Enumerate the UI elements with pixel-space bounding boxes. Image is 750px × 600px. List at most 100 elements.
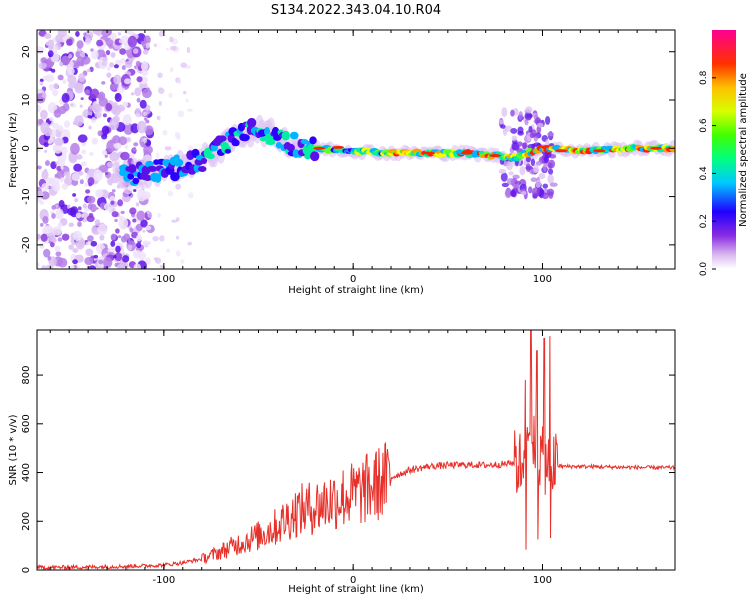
heatmap-noise-blob <box>91 49 99 60</box>
heatmap-noise-blob <box>74 62 80 69</box>
heatmap-noise-blob <box>110 233 117 241</box>
heatmap-noise-blob <box>142 240 150 247</box>
heatmap-noise-blob <box>114 218 118 223</box>
heatmap-noise-blob <box>97 130 103 137</box>
heatmap-noise-blob <box>52 226 62 236</box>
snr-series-line <box>37 330 675 570</box>
heatmap-peak-blob <box>489 154 502 158</box>
heatmap-disturbance-blob <box>535 179 542 188</box>
heatmap-noise-blob <box>109 117 119 131</box>
heatmap-noise-blob <box>123 78 132 85</box>
heatmap-noise-blob <box>56 165 62 172</box>
heatmap-noise-blob <box>41 183 49 191</box>
heatmap-noise-blob <box>162 129 168 136</box>
snr-ylabel: SNR (10 * v/v) <box>8 414 19 485</box>
heatmap-ridge-blob <box>128 164 137 174</box>
heatmap-noise-blob <box>52 89 59 97</box>
snr-xtick-label: 100 <box>533 575 552 586</box>
heatmap-noise-blob <box>79 51 86 58</box>
heatmap-disturbance-blob <box>511 135 518 141</box>
heatmap-noise-blob <box>132 250 142 259</box>
heatmap-noise-blob <box>118 136 128 146</box>
heatmap-noise-blob <box>127 35 138 48</box>
heatmap-noise-blob <box>169 67 174 73</box>
heatmap-ridge-blob <box>309 136 317 145</box>
heatmap-noise-blob <box>72 259 78 265</box>
heatmap-disturbance-blob <box>508 171 514 176</box>
heatmap-noise-blob <box>61 92 70 103</box>
heatmap-noise-blob <box>129 207 137 215</box>
heatmap-noise-blob <box>45 160 50 167</box>
heatmap-disturbance-blob <box>541 192 549 200</box>
heatmap-noise-blob <box>176 134 181 141</box>
heatmap-noise-blob <box>49 234 56 242</box>
heatmap-noise-blob <box>153 257 158 261</box>
heatmap-disturbance-blob <box>536 122 544 128</box>
heatmap-noise-blob <box>130 92 135 96</box>
heatmap-noise-blob <box>136 76 143 83</box>
heatmap-noise-blob <box>52 182 61 192</box>
heatmap-ridge-blob <box>132 177 140 185</box>
heatmap-noise-blob <box>110 83 118 91</box>
heatmap-noise-blob <box>70 142 80 155</box>
heatmap-noise-blob <box>186 108 193 112</box>
colorbar-tick-label: 0.0 <box>699 262 709 277</box>
colorbar-tick-label: 0.4 <box>699 166 709 181</box>
heatmap-noise-blob <box>59 177 64 183</box>
heatmap-noise-blob <box>88 125 92 130</box>
heatmap-noise-blob <box>104 154 108 158</box>
heatmap-noise-blob <box>39 78 44 82</box>
heatmap-noise-blob <box>68 244 74 250</box>
heatmap-noise-blob <box>118 39 125 44</box>
heatmap-ridge-blob <box>218 135 227 142</box>
heatmap-noise-blob <box>102 149 108 156</box>
heatmap-noise-blob <box>90 105 96 110</box>
heatmap-disturbance-blob <box>535 161 542 166</box>
heatmap-noise-blob <box>117 199 124 207</box>
heatmap-noise-blob <box>77 221 82 228</box>
heatmap-noise-blob <box>104 172 109 175</box>
heatmap-noise-blob <box>38 61 47 70</box>
heatmap-noise-blob <box>90 240 98 247</box>
heatmap-noise-blob <box>61 55 71 66</box>
heatmap-noise-blob <box>187 192 194 199</box>
heatmap-noise-blob <box>42 75 49 81</box>
heatmap-noise-blob <box>97 224 108 236</box>
heatmap-noise-blob <box>58 200 65 208</box>
heatmap-noise-blob <box>126 237 131 241</box>
heatmap-disturbance-blob <box>533 164 539 174</box>
heatmap-noise-blob <box>106 66 111 71</box>
heatmap-noise-blob <box>113 142 122 150</box>
heatmap-noise-blob <box>77 134 88 143</box>
heatmap-disturbance-blob <box>525 106 533 114</box>
heatmap-noise-blob <box>83 32 87 36</box>
heatmap-noise-blob <box>57 222 63 228</box>
heatmap-ridge-blob <box>154 173 162 183</box>
heatmap-noise-blob <box>69 265 75 269</box>
heatmap-noise-blob <box>74 115 84 127</box>
heatmap-disturbance-blob <box>518 111 523 121</box>
heatmap-noise-blob <box>37 233 41 241</box>
heatmap-noise-blob <box>136 234 142 242</box>
heatmap-disturbance-blob <box>525 155 531 163</box>
heatmap-ridge-blob <box>300 138 309 145</box>
heatmap-noise-blob <box>167 190 174 197</box>
heatmap-noise-blob <box>106 72 112 78</box>
heatmap-noise-blob <box>171 219 178 223</box>
heatmap-noise-blob <box>107 247 115 254</box>
spectrogram-ytick-label: 10 <box>21 94 32 107</box>
heatmap-noise-blob <box>105 50 111 56</box>
heatmap-noise-blob <box>114 92 122 103</box>
heatmap-noise-blob <box>41 265 46 269</box>
heatmap-noise-blob <box>120 210 125 215</box>
heatmap-noise-blob <box>122 101 129 108</box>
heatmap-noise-blob <box>39 243 45 249</box>
heatmap-noise-blob <box>87 177 95 186</box>
heatmap-noise-blob <box>102 256 113 268</box>
heatmap-noise-blob <box>87 114 92 119</box>
heatmap-noise-blob <box>66 66 71 71</box>
snr-ytick-label: 0 <box>21 567 32 573</box>
heatmap-noise-blob <box>152 236 159 242</box>
heatmap-disturbance-blob <box>530 177 537 183</box>
